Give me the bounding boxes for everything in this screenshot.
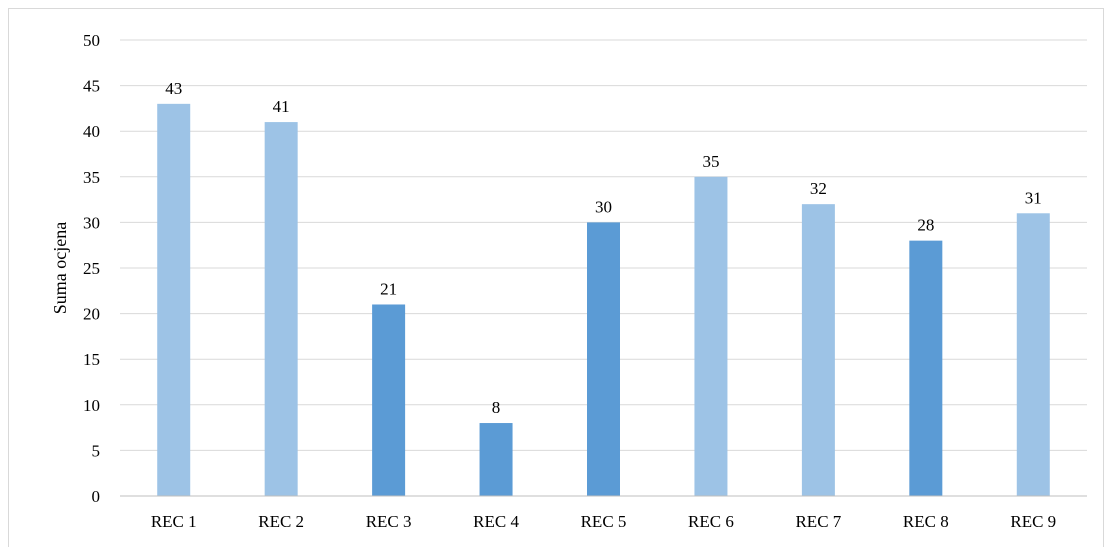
data-label: 30 (595, 197, 612, 216)
data-label: 28 (917, 216, 934, 235)
data-label: 31 (1025, 188, 1042, 207)
x-tick-labels: REC 1 REC 2 REC 3 REC 4 REC 5 REC 6 REC 7 REC 8… (151, 512, 1056, 531)
y-tick-label: 10 (83, 396, 100, 415)
data-label: 41 (273, 97, 290, 116)
bar-rec-4 (479, 423, 513, 496)
x-tick-label: REC 5 (581, 512, 627, 531)
y-tick-label: 30 (83, 213, 100, 232)
data-label: 21 (380, 279, 397, 298)
x-tick-label: REC 8 (903, 512, 949, 531)
bar-rec-3 (372, 304, 406, 496)
data-labels: 43 41 21 8 30 35 32 28 31 (165, 79, 1042, 417)
y-tick-label: 25 (83, 259, 100, 278)
y-axis-title: Suma ocjena (50, 222, 70, 314)
x-tick-label: REC 3 (366, 512, 412, 531)
y-tick-label: 15 (83, 350, 100, 369)
bar-rec-2 (264, 122, 298, 496)
data-label: 35 (702, 152, 719, 171)
y-tick-label: 45 (83, 77, 100, 96)
x-tick-label: REC 2 (258, 512, 304, 531)
y-tick-label: 5 (92, 441, 101, 460)
y-tick-label: 40 (83, 122, 100, 141)
data-label: 32 (810, 179, 827, 198)
y-tick-label: 0 (92, 487, 101, 506)
bar-rec-5 (587, 222, 620, 496)
bar-rec-1 (157, 103, 191, 496)
bars (157, 103, 1050, 497)
y-tick-labels: 0 5 10 15 20 25 30 35 40 45 50 (83, 31, 100, 506)
y-tick-label: 20 (83, 305, 100, 324)
y-tick-label: 50 (83, 31, 100, 50)
data-label: 8 (492, 398, 501, 417)
data-label: 43 (165, 79, 182, 98)
x-tick-label: REC 9 (1010, 512, 1056, 531)
bar-rec-9 (1016, 213, 1050, 496)
y-tick-label: 35 (83, 168, 100, 187)
x-tick-label: REC 6 (688, 512, 734, 531)
bar-rec-6 (694, 176, 728, 497)
bar-rec-7 (801, 204, 835, 496)
bar-rec-8 (909, 240, 943, 496)
x-tick-label: REC 7 (795, 512, 841, 531)
x-tick-label: REC 4 (473, 512, 519, 531)
x-tick-label: REC 1 (151, 512, 197, 531)
